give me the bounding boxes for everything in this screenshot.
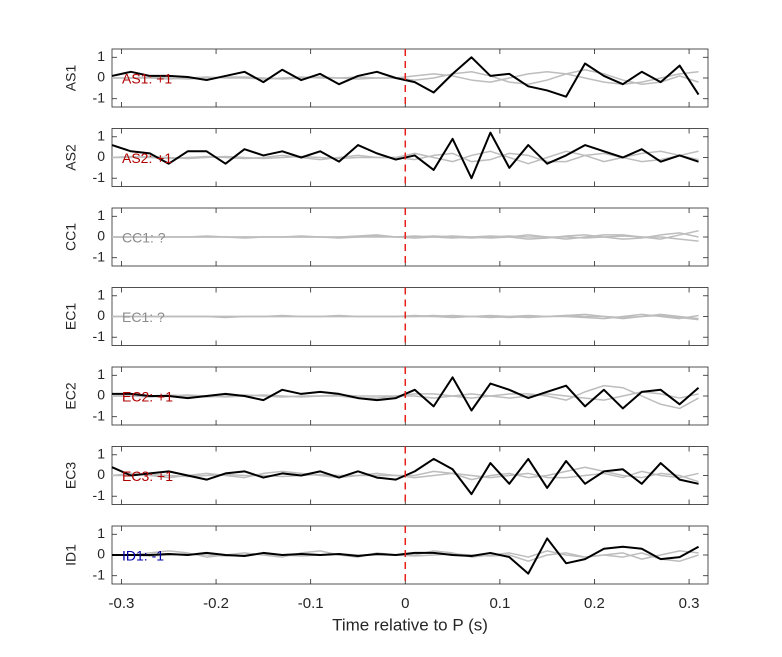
polarity-annotation: EC1: ? [122,309,165,325]
y-tick-label: -1 [93,566,106,582]
polarity-annotation: ID1: -1 [122,548,164,564]
y-tick-label: 1 [97,48,105,64]
y-axis-label: AS2 [63,144,79,171]
y-tick-label: 0 [97,307,105,323]
y-axis-label: EC2 [63,382,79,409]
y-tick-label: -1 [93,328,106,344]
y-tick-label: 1 [97,286,105,302]
x-axis-label: Time relative to P (s) [332,615,488,634]
y-tick-label: 0 [97,69,105,85]
y-tick-label: 0 [97,546,105,562]
x-tick-label: 0.1 [489,595,510,612]
y-axis-label: CC1 [63,223,79,251]
x-tick-label: -0.2 [203,595,229,612]
x-tick-label: -0.3 [109,595,135,612]
y-tick-label: 1 [97,445,105,461]
y-tick-label: 1 [97,366,105,382]
x-tick-label: 0 [401,595,409,612]
x-tick-label: 0.3 [679,595,700,612]
polarity-annotation: EC3: +1 [122,468,173,484]
y-axis-label: ID1 [63,544,79,566]
polarity-annotation: CC1: ? [122,230,166,246]
y-tick-label: -1 [93,407,106,423]
y-tick-label: 1 [97,127,105,143]
y-tick-label: 1 [97,207,105,223]
y-tick-label: -1 [93,89,106,105]
y-tick-label: 0 [97,228,105,244]
y-tick-label: -1 [93,248,106,264]
y-axis-label: AS1 [63,65,79,92]
x-tick-label: 0.2 [584,595,605,612]
y-tick-label: -1 [93,487,106,503]
y-axis-label: EC3 [63,462,79,489]
y-axis-label: EC1 [63,303,79,330]
y-tick-label: 1 [97,525,105,541]
polarity-annotation: EC2: +1 [122,389,173,405]
x-tick-label: -0.1 [298,595,324,612]
polarity-annotation: AS1: +1 [122,71,172,87]
polarity-annotation: AS2: +1 [122,150,172,166]
trace [111,56,700,98]
y-tick-label: 0 [97,387,105,403]
y-tick-label: -1 [93,169,106,185]
y-tick-label: 0 [97,466,105,482]
y-tick-label: 0 [97,148,105,164]
